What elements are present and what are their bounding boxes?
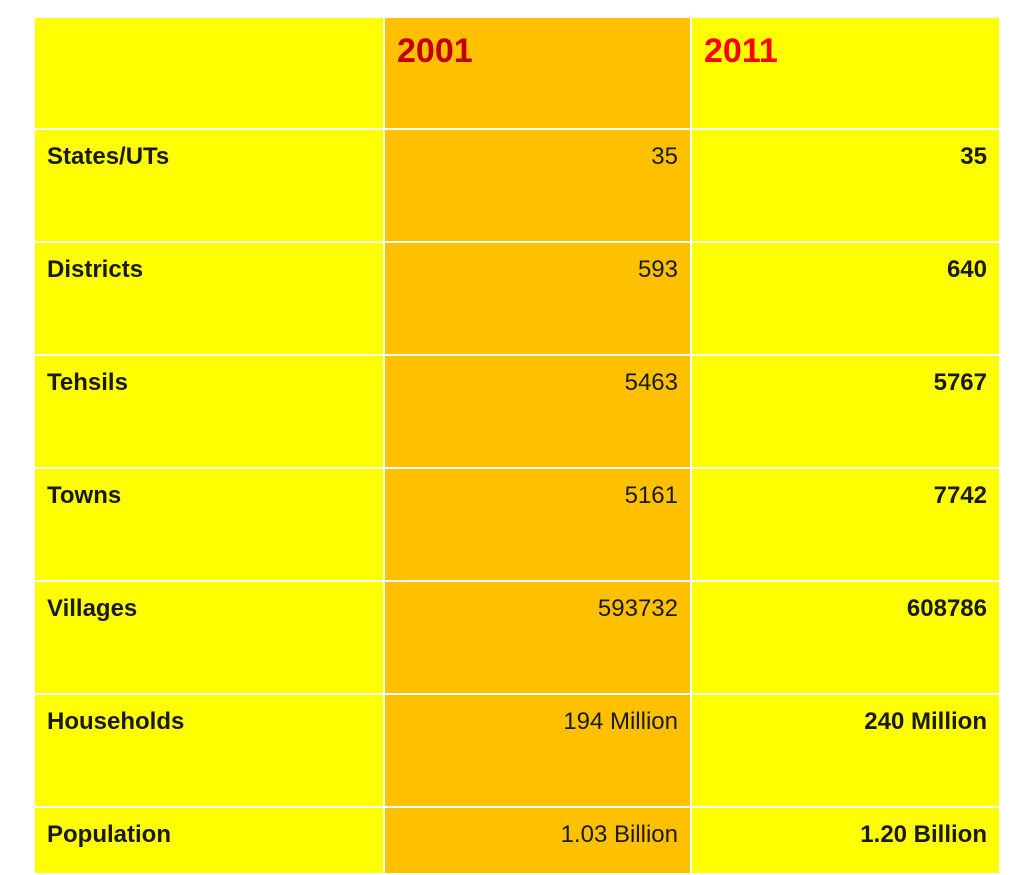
value-2011: 640 [690, 241, 1001, 356]
census-comparison-table: 2001 2011 States/UTs 35 35 Districts 593… [33, 16, 1001, 875]
value-2011: 7742 [690, 467, 1001, 582]
table-row: States/UTs 35 35 [33, 128, 1001, 243]
row-label: Population [33, 806, 385, 875]
value-2011: 35 [690, 128, 1001, 243]
value-2011: 240 Million [690, 693, 1001, 808]
value-2001: 1.03 Billion [383, 806, 692, 875]
value-2001: 593 [383, 241, 692, 356]
row-label: States/UTs [33, 128, 385, 243]
value-2011: 1.20 Billion [690, 806, 1001, 875]
value-2011: 608786 [690, 580, 1001, 695]
row-label: Towns [33, 467, 385, 582]
header-year-2011: 2011 [690, 16, 1001, 130]
table-row: Tehsils 5463 5767 [33, 354, 1001, 469]
row-label: Villages [33, 580, 385, 695]
value-2001: 5161 [383, 467, 692, 582]
value-2001: 35 [383, 128, 692, 243]
value-2001: 5463 [383, 354, 692, 469]
header-corner-cell [33, 16, 385, 130]
value-2001: 194 Million [383, 693, 692, 808]
table-row: Towns 5161 7742 [33, 467, 1001, 582]
value-2001: 593732 [383, 580, 692, 695]
table-row: Households 194 Million 240 Million [33, 693, 1001, 808]
value-2011: 5767 [690, 354, 1001, 469]
table-row: Districts 593 640 [33, 241, 1001, 356]
row-label: Households [33, 693, 385, 808]
header-year-2001: 2001 [383, 16, 692, 130]
table-row: Population 1.03 Billion 1.20 Billion [33, 806, 1001, 875]
row-label: Districts [33, 241, 385, 356]
row-label: Tehsils [33, 354, 385, 469]
table-row: Villages 593732 608786 [33, 580, 1001, 695]
table-header-row: 2001 2011 [33, 16, 1001, 130]
